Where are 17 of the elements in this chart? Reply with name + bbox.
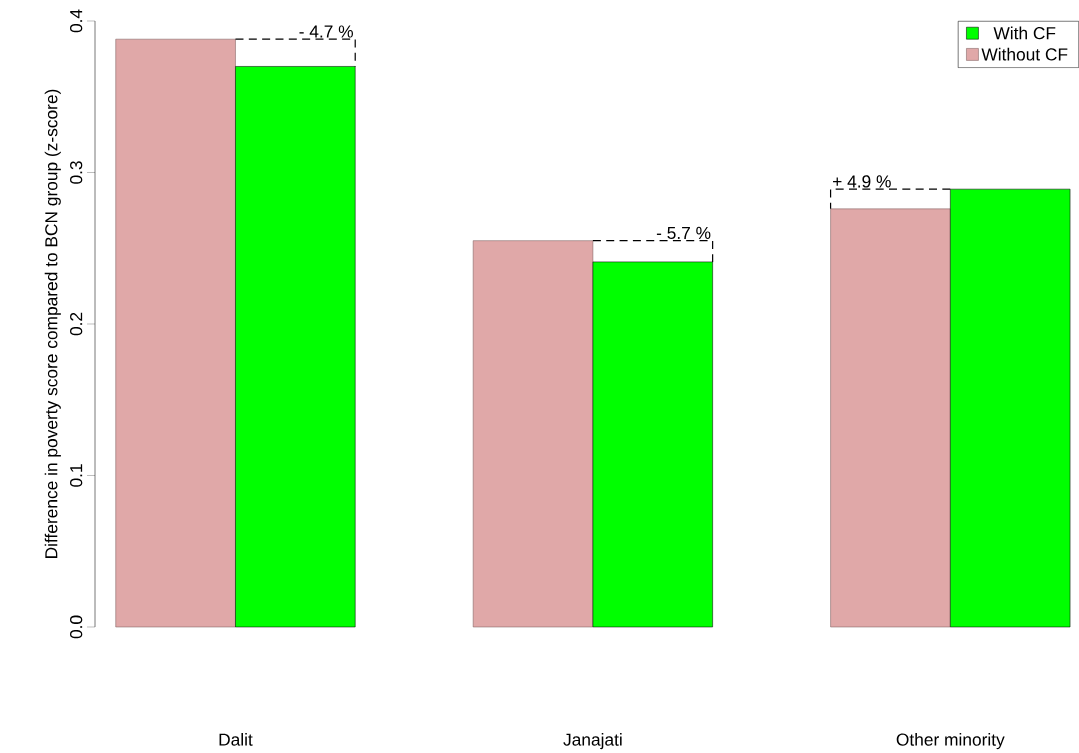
x-tick-label: Dalit xyxy=(219,733,253,746)
bar xyxy=(472,240,594,628)
y-axis-title: Difference in poverty score compared to BCN group (z-score) xyxy=(44,89,61,558)
y-tick-label: 0.2 xyxy=(70,312,83,336)
y-tick-label: 0.3 xyxy=(70,161,83,184)
legend-label: Without CF xyxy=(981,47,1068,61)
y-tick-label: 0.1 xyxy=(70,464,83,487)
y-tick-label: 0.0 xyxy=(70,615,83,639)
annotation: - 5.7 % xyxy=(656,226,711,240)
y-tick-label: 0.4 xyxy=(70,9,83,33)
bar xyxy=(115,38,236,628)
annotation: + 4.9 % xyxy=(833,175,891,188)
legend-label: With CF xyxy=(993,26,1056,40)
x-tick-label: Other minority xyxy=(896,733,1005,750)
annotation: - 4.7 % xyxy=(299,25,353,38)
x-tick-label: Janajati xyxy=(563,733,622,750)
bar xyxy=(830,208,951,628)
